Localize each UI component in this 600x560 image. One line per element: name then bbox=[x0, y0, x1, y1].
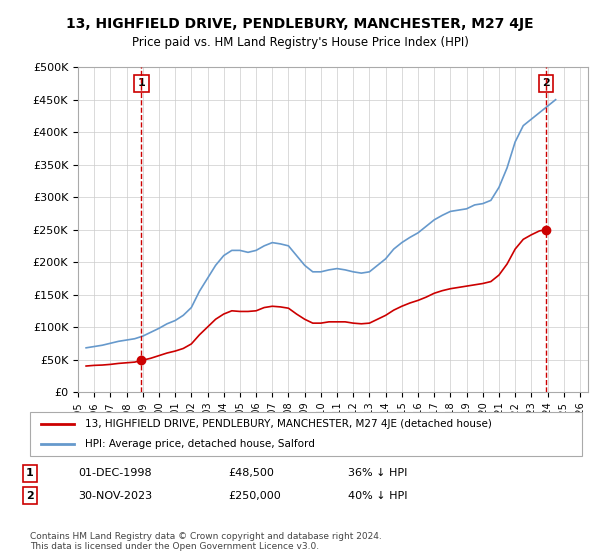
Text: HPI: Average price, detached house, Salford: HPI: Average price, detached house, Salf… bbox=[85, 439, 315, 449]
Text: 01-DEC-1998: 01-DEC-1998 bbox=[78, 468, 152, 478]
Text: 1: 1 bbox=[26, 468, 34, 478]
Text: 13, HIGHFIELD DRIVE, PENDLEBURY, MANCHESTER, M27 4JE (detached house): 13, HIGHFIELD DRIVE, PENDLEBURY, MANCHES… bbox=[85, 419, 492, 429]
Text: 13, HIGHFIELD DRIVE, PENDLEBURY, MANCHESTER, M27 4JE: 13, HIGHFIELD DRIVE, PENDLEBURY, MANCHES… bbox=[66, 17, 534, 31]
Text: 2: 2 bbox=[26, 491, 34, 501]
Text: £250,000: £250,000 bbox=[228, 491, 281, 501]
Text: 36% ↓ HPI: 36% ↓ HPI bbox=[348, 468, 407, 478]
Text: Contains HM Land Registry data © Crown copyright and database right 2024.
This d: Contains HM Land Registry data © Crown c… bbox=[30, 532, 382, 552]
Text: Price paid vs. HM Land Registry's House Price Index (HPI): Price paid vs. HM Land Registry's House … bbox=[131, 36, 469, 49]
FancyBboxPatch shape bbox=[30, 412, 582, 456]
Text: £48,500: £48,500 bbox=[228, 468, 274, 478]
Text: 30-NOV-2023: 30-NOV-2023 bbox=[78, 491, 152, 501]
Text: 2: 2 bbox=[542, 78, 550, 88]
Text: 40% ↓ HPI: 40% ↓ HPI bbox=[348, 491, 407, 501]
Text: 1: 1 bbox=[137, 78, 145, 88]
